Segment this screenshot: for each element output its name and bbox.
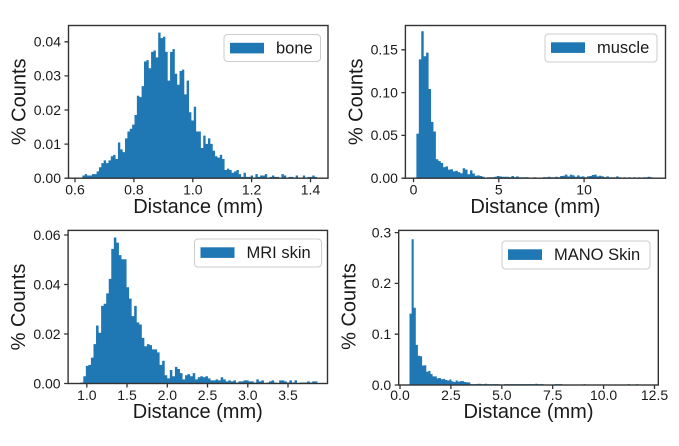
svg-text:1.2: 1.2 bbox=[242, 182, 262, 198]
svg-text:0.15: 0.15 bbox=[371, 42, 398, 58]
svg-text:2.0: 2.0 bbox=[158, 387, 178, 403]
svg-text:0.3: 0.3 bbox=[372, 224, 392, 240]
svg-text:% Counts: % Counts bbox=[8, 264, 30, 351]
svg-text:0: 0 bbox=[410, 182, 418, 198]
svg-text:0.0: 0.0 bbox=[372, 377, 392, 393]
svg-text:MRI skin: MRI skin bbox=[247, 244, 311, 262]
svg-text:0.1: 0.1 bbox=[372, 326, 392, 342]
svg-text:5: 5 bbox=[495, 182, 503, 198]
svg-text:0.01: 0.01 bbox=[34, 136, 61, 152]
svg-text:0.0: 0.0 bbox=[390, 387, 410, 403]
svg-text:0.02: 0.02 bbox=[34, 102, 61, 118]
svg-text:5.0: 5.0 bbox=[492, 387, 512, 403]
svg-text:Distance (mm): Distance (mm) bbox=[470, 196, 600, 218]
svg-text:10.0: 10.0 bbox=[590, 387, 617, 403]
svg-text:% Counts: % Counts bbox=[345, 58, 367, 145]
svg-text:0.00: 0.00 bbox=[34, 170, 61, 186]
svg-text:0.8: 0.8 bbox=[124, 182, 144, 198]
svg-text:% Counts: % Counts bbox=[339, 263, 361, 350]
svg-text:3.5: 3.5 bbox=[278, 387, 298, 403]
svg-text:muscle: muscle bbox=[597, 39, 649, 57]
svg-text:0.00: 0.00 bbox=[371, 170, 398, 186]
svg-text:2.5: 2.5 bbox=[198, 387, 218, 403]
svg-text:12.5: 12.5 bbox=[641, 387, 668, 403]
svg-text:0.06: 0.06 bbox=[33, 227, 60, 243]
svg-text:Distance (mm): Distance (mm) bbox=[133, 401, 263, 423]
svg-text:1.0: 1.0 bbox=[77, 387, 97, 403]
svg-text:Distance (mm): Distance (mm) bbox=[463, 401, 593, 423]
svg-text:0.04: 0.04 bbox=[34, 34, 61, 50]
svg-text:3.0: 3.0 bbox=[238, 387, 258, 403]
svg-text:0.10: 0.10 bbox=[371, 84, 398, 100]
svg-text:0.2: 0.2 bbox=[372, 275, 392, 291]
svg-text:0.05: 0.05 bbox=[371, 127, 398, 143]
svg-text:10: 10 bbox=[576, 182, 592, 198]
svg-text:2.5: 2.5 bbox=[441, 387, 461, 403]
svg-text:1.4: 1.4 bbox=[301, 182, 321, 198]
svg-text:bone: bone bbox=[276, 40, 313, 58]
svg-text:0.02: 0.02 bbox=[33, 326, 60, 342]
svg-text:% Counts: % Counts bbox=[9, 58, 31, 145]
svg-text:0.04: 0.04 bbox=[33, 276, 60, 292]
svg-text:0.00: 0.00 bbox=[33, 375, 60, 391]
svg-text:MANO Skin: MANO Skin bbox=[554, 246, 640, 264]
svg-text:Distance (mm): Distance (mm) bbox=[133, 196, 263, 218]
svg-text:1.5: 1.5 bbox=[117, 387, 137, 403]
svg-text:0.6: 0.6 bbox=[65, 182, 85, 198]
svg-text:1.0: 1.0 bbox=[183, 182, 203, 198]
svg-text:0.03: 0.03 bbox=[34, 68, 61, 84]
svg-text:7.5: 7.5 bbox=[543, 387, 563, 403]
